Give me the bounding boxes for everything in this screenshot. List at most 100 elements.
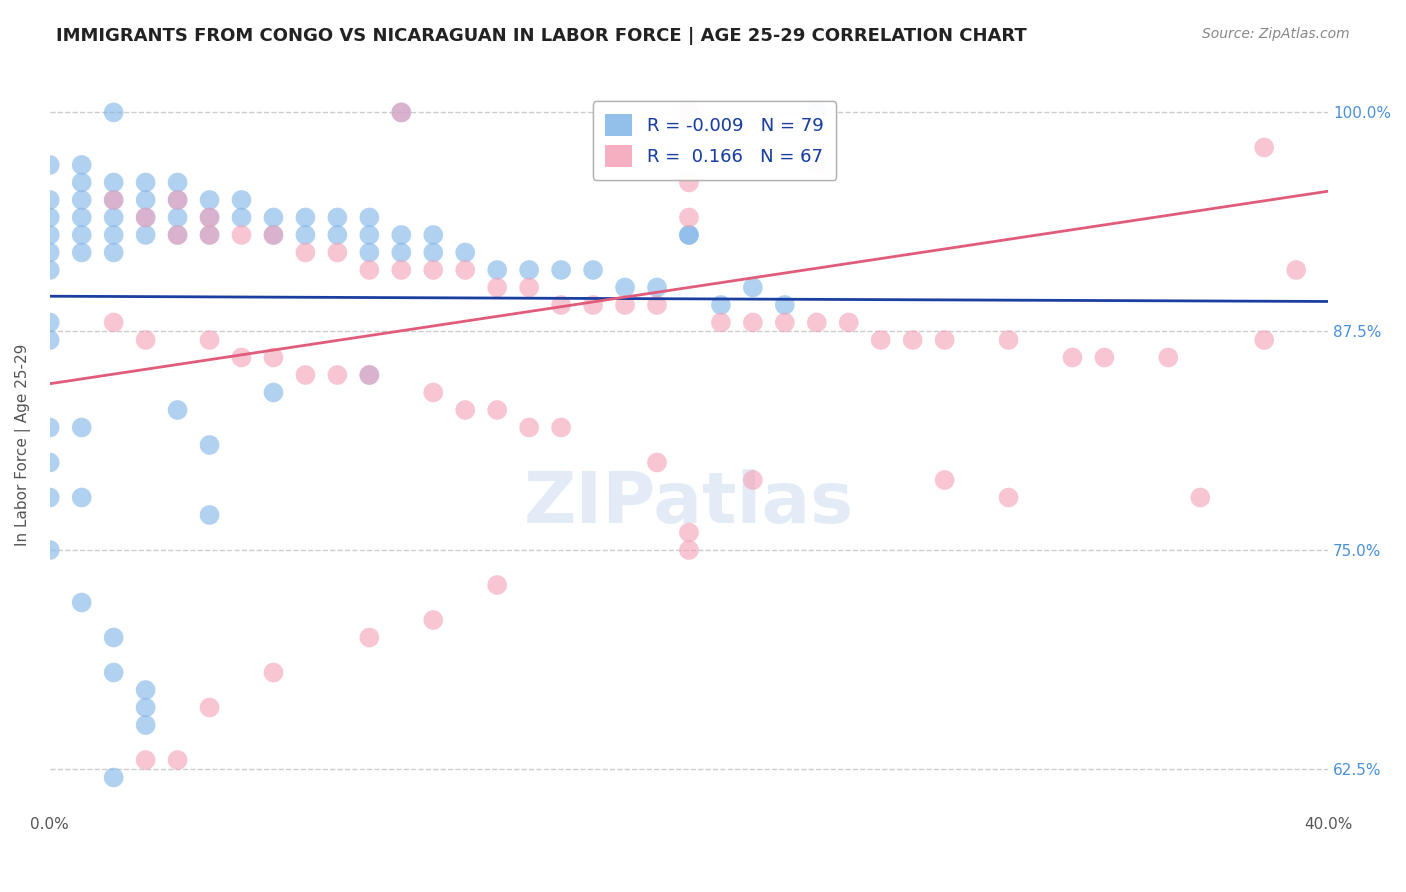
Point bbox=[550, 298, 572, 312]
Point bbox=[231, 351, 253, 365]
Point bbox=[135, 333, 157, 347]
Point bbox=[38, 543, 60, 558]
Point bbox=[645, 280, 668, 294]
Point bbox=[70, 227, 93, 242]
Point bbox=[934, 333, 956, 347]
Point bbox=[294, 211, 316, 225]
Point bbox=[38, 316, 60, 330]
Point bbox=[198, 333, 221, 347]
Point bbox=[198, 193, 221, 207]
Point bbox=[838, 316, 860, 330]
Point bbox=[135, 683, 157, 698]
Point bbox=[454, 245, 477, 260]
Point bbox=[103, 227, 125, 242]
Point bbox=[486, 280, 509, 294]
Point bbox=[359, 245, 381, 260]
Point bbox=[934, 473, 956, 487]
Point bbox=[678, 543, 700, 558]
Point bbox=[1157, 351, 1180, 365]
Point bbox=[517, 420, 540, 434]
Point bbox=[135, 227, 157, 242]
Point bbox=[166, 176, 188, 190]
Point bbox=[166, 193, 188, 207]
Point bbox=[359, 211, 381, 225]
Point bbox=[103, 245, 125, 260]
Point bbox=[135, 211, 157, 225]
Point bbox=[103, 176, 125, 190]
Point bbox=[103, 631, 125, 645]
Point bbox=[1285, 263, 1308, 277]
Point bbox=[773, 316, 796, 330]
Point bbox=[198, 438, 221, 452]
Point bbox=[198, 211, 221, 225]
Point bbox=[678, 211, 700, 225]
Point bbox=[103, 105, 125, 120]
Point bbox=[231, 211, 253, 225]
Point bbox=[359, 263, 381, 277]
Point bbox=[359, 368, 381, 382]
Point bbox=[294, 368, 316, 382]
Point bbox=[614, 280, 637, 294]
Point bbox=[517, 263, 540, 277]
Point bbox=[1253, 333, 1275, 347]
Point bbox=[550, 420, 572, 434]
Point bbox=[741, 280, 763, 294]
Point bbox=[645, 455, 668, 469]
Point bbox=[422, 263, 444, 277]
Point bbox=[263, 351, 285, 365]
Point bbox=[263, 665, 285, 680]
Point bbox=[198, 700, 221, 714]
Point bbox=[103, 193, 125, 207]
Point bbox=[231, 193, 253, 207]
Point bbox=[582, 263, 605, 277]
Point bbox=[326, 211, 349, 225]
Point bbox=[678, 227, 700, 242]
Point bbox=[741, 473, 763, 487]
Point bbox=[773, 298, 796, 312]
Point bbox=[263, 385, 285, 400]
Point bbox=[135, 176, 157, 190]
Point bbox=[582, 298, 605, 312]
Point bbox=[38, 491, 60, 505]
Point bbox=[103, 193, 125, 207]
Point bbox=[806, 158, 828, 172]
Point bbox=[1253, 140, 1275, 154]
Point bbox=[135, 193, 157, 207]
Point bbox=[422, 245, 444, 260]
Point bbox=[454, 403, 477, 417]
Point bbox=[550, 263, 572, 277]
Text: ZIPatlas: ZIPatlas bbox=[524, 469, 853, 538]
Point bbox=[678, 105, 700, 120]
Point bbox=[70, 176, 93, 190]
Point bbox=[294, 245, 316, 260]
Point bbox=[103, 665, 125, 680]
Point bbox=[454, 263, 477, 277]
Point bbox=[166, 227, 188, 242]
Point bbox=[198, 508, 221, 522]
Point bbox=[997, 491, 1019, 505]
Point bbox=[678, 105, 700, 120]
Point bbox=[70, 211, 93, 225]
Point bbox=[997, 333, 1019, 347]
Point bbox=[326, 245, 349, 260]
Point bbox=[38, 420, 60, 434]
Point bbox=[901, 333, 924, 347]
Point bbox=[135, 718, 157, 732]
Point bbox=[326, 227, 349, 242]
Point bbox=[263, 227, 285, 242]
Point bbox=[38, 263, 60, 277]
Point bbox=[486, 263, 509, 277]
Point bbox=[38, 333, 60, 347]
Point bbox=[806, 316, 828, 330]
Point bbox=[38, 211, 60, 225]
Point bbox=[70, 158, 93, 172]
Point bbox=[389, 263, 412, 277]
Point bbox=[166, 193, 188, 207]
Point bbox=[198, 227, 221, 242]
Point bbox=[70, 491, 93, 505]
Point bbox=[806, 105, 828, 120]
Legend: R = -0.009   N = 79, R =  0.166   N = 67: R = -0.009 N = 79, R = 0.166 N = 67 bbox=[593, 101, 837, 179]
Point bbox=[359, 368, 381, 382]
Point bbox=[645, 298, 668, 312]
Point bbox=[166, 403, 188, 417]
